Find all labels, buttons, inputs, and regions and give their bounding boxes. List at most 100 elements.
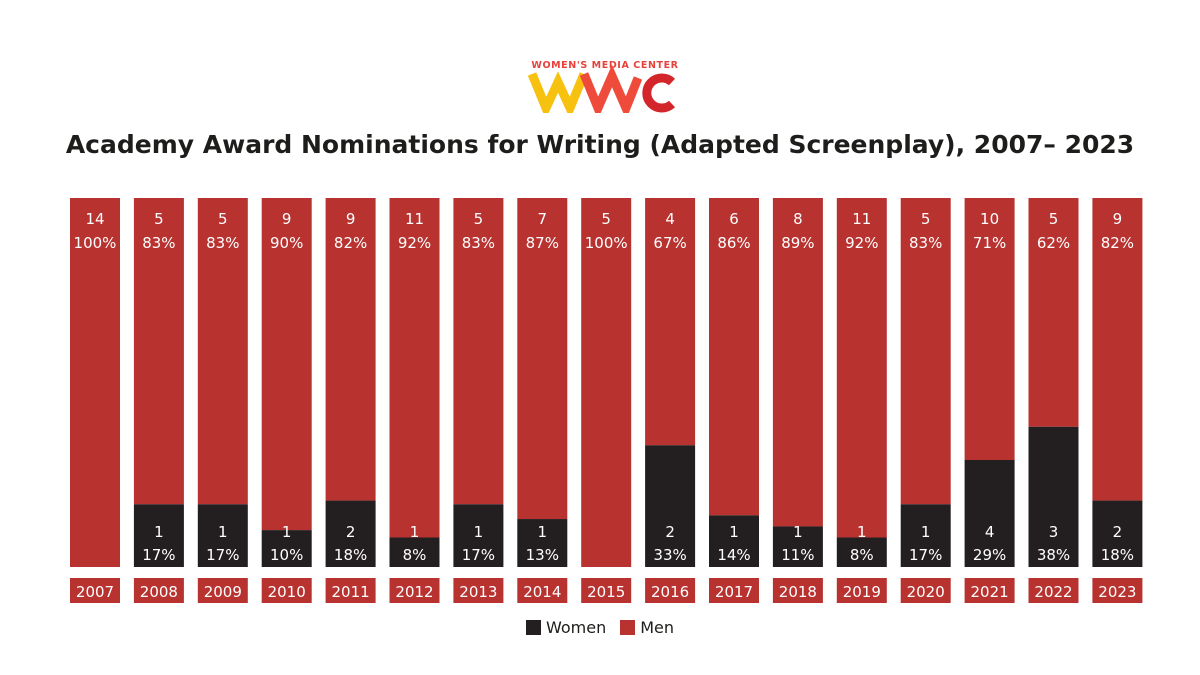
bar-men-2013 xyxy=(453,198,504,505)
x-tick-label-2018: 2018 xyxy=(779,583,817,601)
label-women-percent-2019: 8% xyxy=(850,546,874,564)
label-men-percent-2015: 100% xyxy=(585,234,628,252)
label-men-percent-2011: 82% xyxy=(334,234,367,252)
label-men-count-2009: 5 xyxy=(218,210,228,228)
bar-women-2020 xyxy=(900,504,951,567)
label-men-percent-2009: 83% xyxy=(206,234,239,252)
legend: Women Men xyxy=(0,618,1200,637)
label-women-count-2011: 2 xyxy=(346,523,356,541)
year-box-2012 xyxy=(389,578,440,603)
x-tick-label-2023: 2023 xyxy=(1098,583,1136,601)
bar-men-2023 xyxy=(1092,198,1143,501)
bar-women-2019 xyxy=(836,537,887,567)
label-men-percent-2014: 87% xyxy=(526,234,559,252)
label-women-percent-2023: 18% xyxy=(1101,546,1134,564)
legend-label-women: Women xyxy=(545,618,607,637)
label-women-percent-2016: 33% xyxy=(653,546,686,564)
label-men-count-2019: 11 xyxy=(852,210,871,228)
label-women-percent-2022: 38% xyxy=(1037,546,1070,564)
bar-men-2021 xyxy=(964,198,1015,460)
label-women-percent-2010: 10% xyxy=(270,546,303,564)
label-men-percent-2018: 89% xyxy=(781,234,814,252)
x-tick-label-2012: 2012 xyxy=(395,583,433,601)
year-box-2010 xyxy=(261,578,312,603)
label-men-count-2017: 6 xyxy=(729,210,739,228)
label-women-count-2008: 1 xyxy=(154,523,164,541)
label-women-count-2017: 1 xyxy=(729,523,739,541)
bar-women-2016 xyxy=(645,445,696,567)
x-tick-label-2017: 2017 xyxy=(715,583,753,601)
label-women-count-2022: 3 xyxy=(1049,523,1059,541)
label-men-percent-2016: 67% xyxy=(653,234,686,252)
label-women-percent-2014: 13% xyxy=(526,546,559,564)
label-men-count-2021: 10 xyxy=(980,210,999,228)
x-tick-label-2014: 2014 xyxy=(523,583,561,601)
label-women-count-2010: 1 xyxy=(282,523,292,541)
label-women-percent-2013: 17% xyxy=(462,546,495,564)
label-women-count-2012: 1 xyxy=(410,523,420,541)
label-men-percent-2022: 62% xyxy=(1037,234,1070,252)
label-women-percent-2009: 17% xyxy=(206,546,239,564)
x-tick-label-2015: 2015 xyxy=(587,583,625,601)
year-box-2014 xyxy=(517,578,568,603)
bar-men-2014 xyxy=(517,198,568,520)
label-men-count-2008: 5 xyxy=(154,210,164,228)
label-women-count-2021: 4 xyxy=(985,523,995,541)
label-men-percent-2008: 83% xyxy=(142,234,175,252)
label-men-count-2010: 9 xyxy=(282,210,292,228)
bar-men-2011 xyxy=(325,198,376,501)
label-men-count-2020: 5 xyxy=(921,210,931,228)
label-women-percent-2018: 11% xyxy=(781,546,814,564)
label-men-percent-2017: 86% xyxy=(717,234,750,252)
label-men-percent-2010: 90% xyxy=(270,234,303,252)
year-box-2015 xyxy=(581,578,632,603)
legend-swatch-women xyxy=(525,620,541,635)
year-box-2008 xyxy=(133,578,184,603)
label-women-count-2020: 1 xyxy=(921,523,931,541)
year-box-2009 xyxy=(197,578,248,603)
bar-men-2019 xyxy=(836,198,887,538)
year-box-2013 xyxy=(453,578,504,603)
bar-men-2012 xyxy=(389,198,440,538)
x-tick-label-2020: 2020 xyxy=(907,583,945,601)
x-tick-label-2016: 2016 xyxy=(651,583,689,601)
x-tick-label-2008: 2008 xyxy=(140,583,178,601)
wmc-logo: WOMEN'S MEDIA CENTER xyxy=(527,60,678,113)
x-tick-label-2011: 2011 xyxy=(332,583,370,601)
year-box-2018 xyxy=(772,578,823,603)
year-box-2007 xyxy=(70,578,120,603)
label-men-percent-2020: 83% xyxy=(909,234,942,252)
bar-men-2018 xyxy=(772,198,823,527)
label-men-count-2007: 14 xyxy=(85,210,104,228)
bar-men-2017 xyxy=(709,198,759,516)
year-box-2020 xyxy=(900,578,951,603)
year-box-2016 xyxy=(645,578,696,603)
bar-men-2007 xyxy=(70,198,120,567)
x-tick-label-2009: 2009 xyxy=(204,583,242,601)
bar-men-2008 xyxy=(133,198,184,505)
label-women-percent-2012: 8% xyxy=(403,546,427,564)
bar-women-2008 xyxy=(133,504,184,567)
chart-title: Academy Award Nominations for Writing (A… xyxy=(65,130,1135,159)
bar-men-2009 xyxy=(197,198,248,505)
label-men-count-2022: 5 xyxy=(1049,210,1059,228)
label-men-count-2018: 8 xyxy=(793,210,803,228)
label-men-percent-2019: 92% xyxy=(845,234,878,252)
label-women-percent-2020: 17% xyxy=(909,546,942,564)
bar-men-2020 xyxy=(900,198,951,505)
label-women-count-2023: 2 xyxy=(1113,523,1123,541)
label-men-count-2016: 4 xyxy=(665,210,675,228)
x-tick-label-2013: 2013 xyxy=(459,583,497,601)
label-women-count-2013: 1 xyxy=(474,523,484,541)
year-box-2021 xyxy=(964,578,1015,603)
bar-women-2012 xyxy=(389,537,440,567)
x-tick-label-2019: 2019 xyxy=(843,583,881,601)
label-women-percent-2017: 14% xyxy=(717,546,750,564)
bar-men-2016 xyxy=(645,198,696,446)
label-women-percent-2008: 17% xyxy=(142,546,175,564)
year-box-2017 xyxy=(709,578,759,603)
legend-swatch-men xyxy=(620,620,636,635)
label-men-count-2014: 7 xyxy=(538,210,548,228)
